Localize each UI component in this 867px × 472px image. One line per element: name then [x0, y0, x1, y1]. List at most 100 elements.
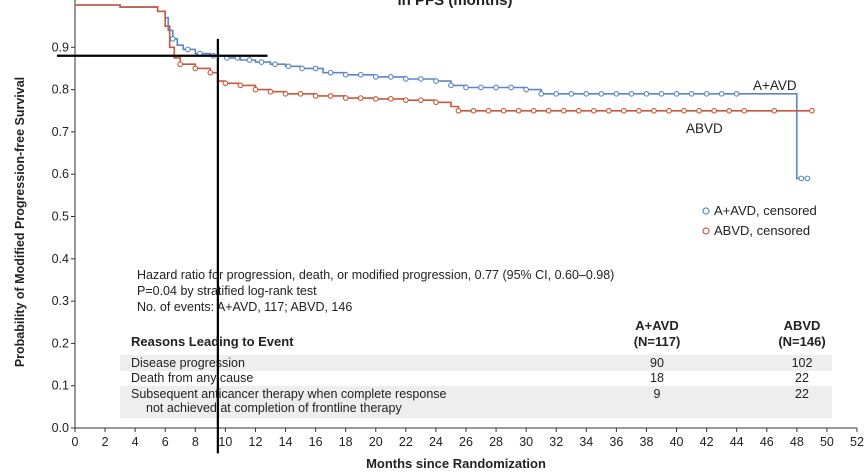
censor-point [184, 46, 191, 53]
table-row-reason: Disease progression [131, 356, 245, 370]
table-background [120, 355, 832, 418]
censor-point [583, 90, 590, 97]
censor-point [207, 69, 214, 76]
axes: 0 2 4 6 8 10 12 14 16 18 20 22 24 26 28 30 32 34 36 38 40 42 4… [13, 0, 864, 471]
y-tick-label: 0.1 [52, 379, 69, 393]
censor-point [177, 61, 184, 68]
censor-point [493, 84, 499, 91]
x-tick-label: 42 [700, 435, 714, 449]
x-tick-label: 30 [519, 435, 533, 449]
x-tick-label: 0 [72, 435, 79, 449]
censor-point [703, 90, 710, 97]
chart-title: in PFS (months) [398, 0, 513, 9]
censor-point [282, 90, 289, 97]
censor-point [590, 107, 597, 114]
censor-point [192, 65, 199, 72]
annotation-line: Hazard ratio for progression, death, or … [137, 268, 614, 282]
censor-point [485, 107, 492, 114]
censor-point [357, 95, 364, 101]
censor-point [718, 90, 725, 97]
censor-point [455, 107, 462, 114]
censor-point [651, 107, 657, 114]
censor-point [402, 97, 409, 104]
censor-point [598, 90, 605, 97]
censor-point [741, 107, 748, 114]
censor-point [688, 90, 695, 97]
table-row-reason: Subsequent anticancer therapy when compl… [131, 387, 447, 401]
censor-point [418, 97, 424, 104]
censor-point [267, 88, 274, 95]
table-cell-a-avd: 9 [654, 387, 661, 401]
censor-point [711, 107, 717, 114]
censor-point [357, 71, 364, 78]
censor-point [478, 84, 484, 91]
table-column-name: A+AVD [635, 318, 678, 333]
censor-point [530, 107, 537, 114]
x-tick-label: 40 [670, 435, 684, 449]
censor-point [470, 107, 477, 114]
censor-point [402, 76, 409, 82]
censor-point [299, 65, 305, 72]
censor-point [252, 86, 259, 93]
censor-point [312, 93, 319, 99]
x-tick-label: 34 [579, 435, 593, 449]
censor-point [222, 80, 229, 87]
x-tick-label: 48 [790, 435, 804, 449]
x-tick-label: 6 [162, 435, 169, 449]
censor-point [726, 107, 733, 114]
y-tick-label: 0.6 [52, 167, 69, 181]
censor-point [433, 78, 439, 84]
curve-label-a-avd: A+AVD [753, 78, 797, 93]
censor-point [463, 84, 469, 91]
censor-point [342, 71, 349, 78]
y-tick-label: 0.7 [52, 125, 69, 139]
legend-marker [702, 207, 710, 215]
censor-point [523, 86, 530, 93]
x-tick-label: 22 [399, 435, 413, 449]
legend-marker [702, 227, 710, 235]
y-tick-label: 0.0 [52, 421, 69, 435]
y-tick-label: 0.4 [52, 252, 69, 266]
table-column-n: (N=146) [778, 334, 825, 349]
censor-point [297, 90, 304, 97]
censor-point [673, 90, 680, 97]
x-tick-label: 32 [549, 435, 563, 449]
censor-point [169, 35, 176, 42]
y-tick-label: 0.2 [52, 336, 69, 350]
censor-point [804, 175, 811, 182]
y-tick-label: 0.8 [52, 83, 69, 97]
censor-point [258, 59, 265, 65]
table-cell-abvd: 22 [795, 371, 809, 385]
censor-point [636, 107, 642, 114]
censor-point [575, 107, 582, 114]
censor-point [606, 107, 612, 114]
x-tick-label: 20 [369, 435, 383, 449]
censor-point [285, 63, 292, 70]
x-tick-label: 16 [309, 435, 323, 449]
censor-point [387, 96, 394, 102]
table-row-reason: not achieved at completion of frontline … [146, 401, 402, 415]
censor-point [508, 84, 514, 91]
censor-point [613, 90, 620, 97]
censor-point [433, 99, 439, 106]
x-tick-label: 46 [760, 435, 774, 449]
censor-point [771, 107, 778, 114]
x-tick-label: 38 [640, 435, 654, 449]
x-tick-label: 28 [489, 435, 503, 449]
censor-point [342, 95, 349, 101]
table-cell-abvd: 102 [792, 356, 813, 370]
table-cell-abvd: 22 [795, 387, 809, 401]
x-tick-label: 10 [218, 435, 232, 449]
censor-point [681, 107, 687, 114]
censor-point [515, 107, 522, 114]
censor-point [545, 107, 552, 114]
censor-point [560, 107, 567, 114]
series-layer [75, 4, 812, 180]
x-tick-label: 4 [132, 435, 139, 449]
censor-point [237, 82, 244, 89]
x-tick-label: 14 [279, 435, 293, 449]
table-header: Reasons Leading to Event [131, 334, 294, 349]
annotation-line: No. of events: A+AVD, 117; ABVD, 146 [137, 300, 352, 314]
table-band-2 [120, 386, 832, 418]
